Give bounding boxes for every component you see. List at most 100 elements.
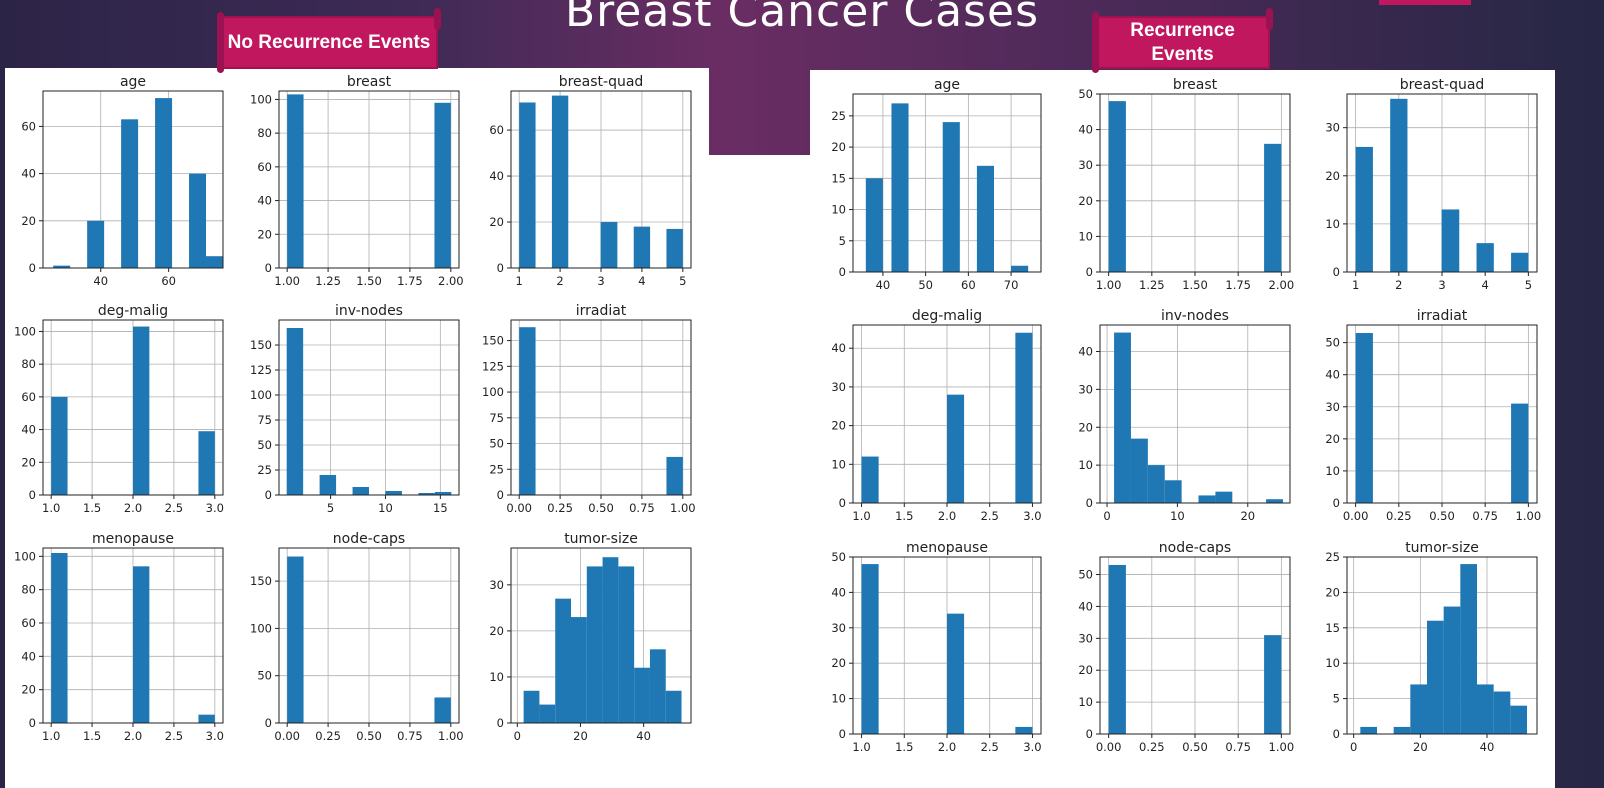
histogram-no-recurrence-node-caps: 0.00 0.25 0.50 0.75 1.00 0 50 100 150 node-caps <box>250 531 464 743</box>
y-tick-label: 40 <box>489 169 504 183</box>
y-tick-label: 40 <box>1078 123 1093 137</box>
x-tick-label: 0 <box>1103 509 1110 523</box>
bar <box>352 487 369 495</box>
x-tick-label: 1.0 <box>852 740 870 754</box>
y-tick-label: 40 <box>21 649 36 663</box>
chart-title: inv-nodes <box>1161 308 1229 324</box>
y-tick-label: 25 <box>489 462 504 476</box>
x-tick-label: 1.5 <box>83 501 101 515</box>
y-tick-label: 50 <box>1078 87 1093 101</box>
bar <box>1215 491 1233 503</box>
y-tick-label: 5 <box>1333 692 1340 706</box>
y-tick-label: 50 <box>1325 336 1340 350</box>
y-tick-label: 150 <box>482 334 504 348</box>
histogram-recurrence-inv-nodes: 0 10 20 0 10 20 30 40 inv-nodes <box>1078 308 1291 523</box>
chart-title: age <box>120 74 146 90</box>
x-tick-label: 1.5 <box>83 729 101 743</box>
histogram-no-recurrence-age: 40 60 0 20 40 60 age <box>21 74 224 288</box>
bar <box>519 327 536 495</box>
y-tick-label: 150 <box>250 574 272 588</box>
chart-title: inv-nodes <box>335 303 403 319</box>
bar <box>385 491 402 495</box>
x-tick-label: 1.0 <box>42 501 60 515</box>
y-tick-label: 0 <box>29 261 36 275</box>
x-tick-label: 40 <box>1480 740 1495 754</box>
y-tick-label: 25 <box>257 463 272 477</box>
bar <box>539 704 556 723</box>
x-tick-label: 1.00 <box>1516 509 1542 523</box>
bar <box>649 649 666 723</box>
y-tick-label: 10 <box>1325 464 1340 478</box>
x-tick-label: 0.25 <box>315 729 341 743</box>
bar <box>1460 564 1477 734</box>
x-tick-label: 20 <box>1413 740 1428 754</box>
chart-title: age <box>934 77 960 93</box>
x-tick-label: 1.00 <box>438 729 464 743</box>
y-tick-label: 100 <box>250 388 272 402</box>
bar <box>286 328 304 495</box>
x-tick-label: 2.0 <box>124 729 142 743</box>
x-tick-label: 40 <box>93 274 108 288</box>
y-tick-label: 0 <box>265 261 272 275</box>
y-tick-label: 10 <box>1325 217 1340 231</box>
y-tick-label: 20 <box>21 683 36 697</box>
y-tick-label: 30 <box>489 578 504 592</box>
bar <box>947 613 965 734</box>
x-tick-label: 0.75 <box>1472 509 1498 523</box>
bar <box>1355 333 1373 503</box>
x-tick-label: 1.0 <box>852 509 870 523</box>
histogram-recurrence-age: 40 50 60 70 0 5 10 15 20 25 age <box>831 77 1042 292</box>
x-tick-label: 0.25 <box>1139 740 1165 754</box>
bar <box>1198 495 1216 503</box>
x-tick-label: 2.5 <box>165 501 183 515</box>
y-tick-label: 150 <box>250 338 272 352</box>
y-tick-label: 20 <box>257 227 272 241</box>
y-tick-label: 0 <box>1086 265 1093 279</box>
x-tick-label: 4 <box>1482 278 1489 292</box>
histogram-recurrence-menopause: 1.0 1.5 2.0 2.5 3.0 0 10 20 30 40 50 menopause <box>831 540 1041 754</box>
y-tick-label: 20 <box>21 455 36 469</box>
bar <box>1108 101 1126 273</box>
chart-title: breast-quad <box>1400 77 1485 93</box>
y-tick-label: 50 <box>831 550 846 564</box>
bar <box>1011 265 1029 272</box>
x-tick-label: 1.75 <box>1225 278 1251 292</box>
histogram-no-recurrence-breast-quad: 1 2 3 4 5 0 20 40 60 breast-quad <box>489 74 692 288</box>
x-tick-label: 60 <box>961 278 976 292</box>
bar <box>523 690 540 723</box>
x-tick-label: 2.00 <box>1269 278 1295 292</box>
x-tick-label: 0.50 <box>1182 740 1208 754</box>
x-tick-label: 0.00 <box>1096 740 1122 754</box>
x-tick-label: 2.0 <box>938 509 956 523</box>
chart-title: menopause <box>906 540 988 556</box>
y-tick-label: 50 <box>1078 568 1093 582</box>
y-tick-label: 100 <box>250 621 272 635</box>
y-tick-label: 125 <box>250 363 272 377</box>
axes-frame <box>1099 324 1291 504</box>
y-tick-label: 40 <box>1078 599 1093 613</box>
y-tick-label: 30 <box>831 621 846 635</box>
y-tick-label: 20 <box>831 656 846 670</box>
y-tick-label: 20 <box>21 214 36 228</box>
histogram-no-recurrence-tumor-size: 0 20 40 0 10 20 30 tumor-size <box>489 531 692 743</box>
axes-frame <box>42 90 224 269</box>
axes-frame <box>510 547 692 724</box>
x-tick-label: 0.25 <box>547 501 573 515</box>
y-tick-label: 0 <box>265 716 272 730</box>
chart-title: breast <box>1173 77 1218 93</box>
bar <box>1441 209 1460 272</box>
bar <box>633 226 651 268</box>
y-tick-label: 100 <box>250 92 272 106</box>
y-tick-label: 0 <box>497 716 504 730</box>
x-tick-label: 0 <box>514 729 521 743</box>
y-tick-label: 80 <box>21 357 36 371</box>
bar <box>189 173 207 268</box>
bar <box>87 220 105 268</box>
x-tick-label: 1.25 <box>315 274 341 288</box>
x-tick-label: 40 <box>636 729 651 743</box>
x-tick-label: 4 <box>638 274 645 288</box>
x-tick-label: 2.0 <box>938 740 956 754</box>
y-tick-label: 20 <box>1078 420 1093 434</box>
x-tick-label: 0.50 <box>356 729 382 743</box>
bar <box>634 667 650 723</box>
